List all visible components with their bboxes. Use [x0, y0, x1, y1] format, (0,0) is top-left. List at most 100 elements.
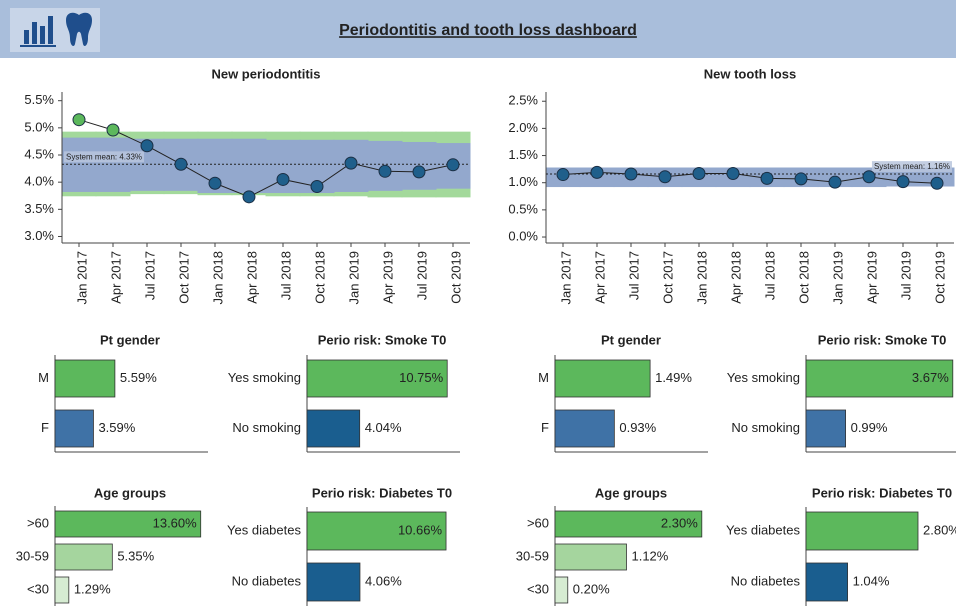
chart-title: Pt gender	[100, 332, 160, 347]
y-tick-label: 2.0%	[508, 120, 538, 135]
data-point	[412, 165, 426, 179]
data-point	[862, 170, 876, 184]
data-point	[276, 172, 290, 186]
icon-bar	[32, 22, 37, 44]
chart-title: New tooth loss	[704, 66, 796, 81]
x-tick-label: Apr 2019	[864, 251, 879, 304]
chart-title: New periodontitis	[211, 66, 320, 81]
dashboard-title: Periodontitis and tooth loss dashboard	[339, 22, 637, 39]
category-label: <30	[27, 581, 49, 596]
x-tick-label: Jul 2019	[898, 251, 913, 300]
value-label: 4.04%	[365, 420, 402, 435]
x-tick-label: Jul 2019	[414, 251, 429, 300]
category-label: Yes diabetes	[227, 522, 301, 537]
data-point	[658, 170, 672, 184]
bar	[805, 562, 848, 602]
category-label: 30-59	[16, 548, 49, 563]
x-tick-label: Jan 2017	[558, 251, 573, 305]
chart-title: Perio risk: Diabetes T0	[812, 485, 952, 500]
chart-title: Age groups	[595, 485, 667, 500]
data-point	[930, 176, 944, 190]
data-point	[692, 166, 706, 180]
category-label: >60	[527, 515, 549, 530]
y-tick-label: 5.0%	[24, 119, 54, 134]
value-label: 0.93%	[619, 420, 656, 435]
y-tick-label: 4.5%	[24, 146, 54, 161]
chart-title: Pt gender	[601, 332, 661, 347]
bar	[554, 543, 627, 571]
value-label: 5.59%	[120, 370, 157, 385]
value-label: 10.75%	[399, 370, 444, 385]
y-tick-label: 3.5%	[24, 201, 54, 216]
header-bar	[0, 0, 956, 58]
value-label: 0.20%	[573, 581, 610, 596]
x-tick-label: Apr 2018	[244, 251, 259, 304]
category-label: M	[38, 370, 49, 385]
y-tick-label: 2.5%	[508, 93, 538, 108]
data-point	[446, 158, 460, 172]
bar	[554, 576, 569, 604]
bar	[306, 359, 448, 398]
bar	[554, 510, 703, 538]
value-label: 1.29%	[74, 581, 111, 596]
x-tick-label: Jan 2019	[346, 251, 361, 305]
inner-band	[95, 137, 131, 192]
x-tick-label: Jul 2018	[278, 251, 293, 300]
bar	[54, 510, 202, 538]
chart-title: Perio risk: Smoke T0	[818, 332, 947, 347]
bar	[805, 359, 954, 398]
value-label: 2.80%	[923, 522, 956, 537]
mean-label: System mean: 1.16%	[874, 162, 950, 171]
chart-title: Age groups	[94, 485, 166, 500]
y-tick-label: 1.5%	[508, 147, 538, 162]
mean-label-bg	[871, 161, 952, 173]
icon-bar	[40, 26, 45, 44]
x-tick-label: Jul 2018	[762, 251, 777, 300]
data-point	[72, 113, 86, 127]
x-tick-label: Oct 2018	[312, 251, 327, 304]
data-point	[310, 180, 324, 194]
category-label: Yes smoking	[727, 370, 800, 385]
x-tick-label: Oct 2019	[448, 251, 463, 304]
category-label: F	[41, 420, 49, 435]
category-label: 30-59	[516, 548, 549, 563]
x-tick-label: Jul 2017	[142, 251, 157, 300]
x-tick-label: Oct 2017	[176, 251, 191, 304]
y-tick-label: 1.0%	[508, 174, 538, 189]
x-tick-label: Apr 2017	[108, 251, 123, 304]
bar	[306, 511, 447, 551]
category-label: >60	[27, 515, 49, 530]
value-label: 3.67%	[912, 370, 949, 385]
category-label: No diabetes	[731, 573, 801, 588]
data-point	[106, 123, 120, 137]
y-tick-label: 5.5%	[24, 92, 54, 107]
x-tick-label: Jan 2017	[74, 251, 89, 305]
category-label: No smoking	[731, 420, 800, 435]
category-label: No diabetes	[232, 573, 302, 588]
mean-label: System mean: 4.33%	[66, 152, 142, 161]
y-tick-label: 0.5%	[508, 201, 538, 216]
x-tick-label: Apr 2018	[728, 251, 743, 304]
x-tick-label: Oct 2019	[932, 251, 947, 304]
icon-bar	[24, 30, 29, 44]
x-tick-label: Jan 2018	[694, 251, 709, 305]
chart-title: Perio risk: Diabetes T0	[312, 485, 452, 500]
x-tick-label: Oct 2017	[660, 251, 675, 304]
value-label: 5.35%	[117, 548, 154, 563]
x-tick-label: Jan 2018	[210, 251, 225, 305]
inner-band	[231, 138, 267, 194]
y-tick-label: 0.0%	[508, 228, 538, 243]
value-label: 3.59%	[98, 420, 135, 435]
data-point	[794, 172, 808, 186]
data-point	[590, 165, 604, 179]
data-point	[140, 139, 154, 153]
data-point	[556, 168, 570, 182]
bar	[554, 359, 651, 398]
tooth-icon	[66, 12, 92, 47]
x-tick-label: Oct 2018	[796, 251, 811, 304]
bar	[54, 576, 70, 604]
bar	[554, 409, 615, 448]
value-label: 1.04%	[853, 573, 890, 588]
